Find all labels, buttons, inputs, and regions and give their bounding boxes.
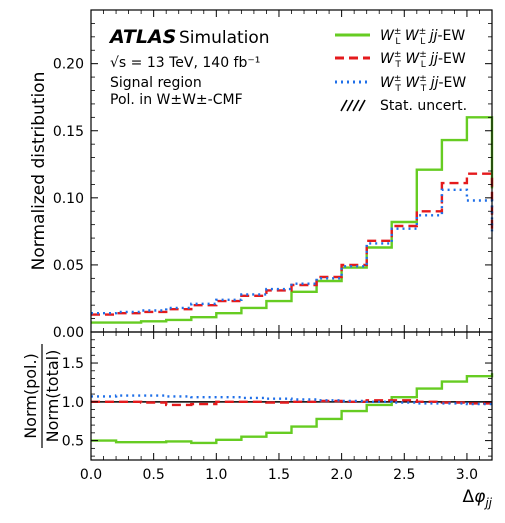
main-y-tick-label: 0.00 — [53, 325, 84, 341]
ratio-series-2 — [91, 394, 492, 406]
ratio-x-tick-label: 0.5 — [143, 467, 165, 483]
legend-label-wtwl: W± T W± L jj-EW — [380, 50, 466, 70]
simulation-label: Simulation — [179, 28, 270, 48]
main-ticks: 0.00 0.05 0.10 0.15 0.20 — [53, 9, 493, 341]
ratio-y-tick-label: 1.5 — [62, 356, 84, 372]
legend-label-wlwl: W± L W± L jj-EW — [380, 27, 465, 47]
main-y-tick-label: 0.10 — [53, 191, 84, 207]
ratio-x-tick-label: 1.0 — [205, 467, 227, 483]
main-y-label: Normalized distribution — [29, 72, 49, 271]
ratio-panel: 0.0 0.5 1.0 1.5 2.0 2.5 3.0 0.5 1.0 1.5 Norm(pol.… — [21, 331, 494, 510]
main-y-tick-label: 0.05 — [53, 258, 84, 274]
x-axis-label: Δφjj — [462, 487, 492, 510]
main-series-2 — [91, 188, 494, 315]
ratio-ticks: 0.0 0.5 1.0 1.5 2.0 2.5 3.0 0.5 1.0 1.5 — [62, 331, 493, 483]
ratio-series-0 — [91, 373, 494, 445]
legend-label-stat: Stat. uncert. — [380, 98, 467, 114]
experiment-label: ATLAS — [108, 26, 176, 48]
annotation: ATLAS Simulation √s = 13 TeV, 140 fb⁻¹ S… — [108, 26, 270, 108]
ratio-frame — [90, 331, 493, 461]
main-series — [91, 116, 494, 324]
ratio-y-label-denominator: Norm(total) — [43, 350, 62, 443]
ratio-y-label: Norm(pol.) Norm(total) — [21, 344, 62, 448]
main-y-tick-label: 0.15 — [53, 124, 84, 140]
ratio-x-tick-label: 2.0 — [330, 467, 352, 483]
legend-label-wtwt: W± T W± T jj-EW — [380, 74, 466, 94]
ratio-x-tick-label: 2.5 — [393, 467, 415, 483]
ratio-y-label-numerator: Norm(pol.) — [21, 353, 40, 439]
polarization-frame-label: Pol. in W±W±-CMF — [110, 92, 243, 108]
main-y-tick-label: 0.20 — [53, 57, 84, 73]
main-panel: 0.00 0.05 0.10 0.15 0.20 Normalized distribu… — [29, 9, 494, 341]
signal-region-label: Signal region — [110, 75, 202, 91]
ratio-x-tick-label: 3.0 — [456, 467, 478, 483]
ratio-y-tick-label: 1.0 — [62, 395, 84, 411]
ratio-x-tick-label: 1.5 — [268, 467, 290, 483]
legend: W± L W± L jj-EW W± T W± L jj-EW W± T W± T jj-E… — [335, 27, 467, 114]
ratio-y-tick-label: 0.5 — [62, 434, 84, 450]
ratio-series-1 — [91, 399, 492, 407]
main-series-0 — [91, 116, 494, 324]
legend-hatch-patch — [340, 99, 366, 112]
ratio-series — [91, 373, 494, 445]
ratio-x-tick-label: 0.0 — [80, 467, 102, 483]
energy-label: √s = 13 TeV, 140 fb⁻¹ — [110, 55, 260, 71]
